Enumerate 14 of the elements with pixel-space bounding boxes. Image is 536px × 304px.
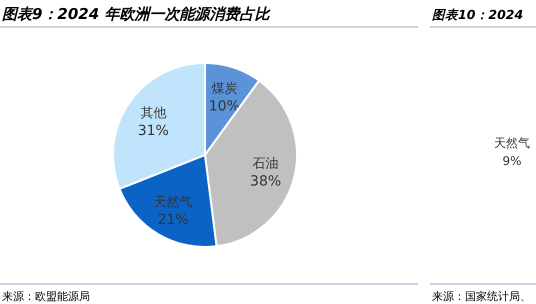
source-note: 来源：国家统计局、: [432, 290, 531, 303]
data-label: 38%: [250, 174, 282, 190]
text: 9%: [502, 154, 522, 168]
text: 天然气: [494, 136, 530, 150]
data-label: 31%: [138, 122, 169, 139]
slice-label: 天然气: [154, 194, 193, 210]
data-label: 10%: [208, 98, 240, 114]
slice-label: 其他: [140, 106, 166, 121]
slice-label: 石油: [252, 156, 279, 172]
slice-label: 煤炭: [211, 82, 238, 96]
data-label: 21%: [158, 212, 189, 228]
chart-title: 图表9：2024 年欧洲一次能源消费占比: [2, 5, 272, 23]
source-note: 来源：欧盟能源局: [2, 290, 90, 303]
text: 图表10：2024: [432, 7, 524, 22]
